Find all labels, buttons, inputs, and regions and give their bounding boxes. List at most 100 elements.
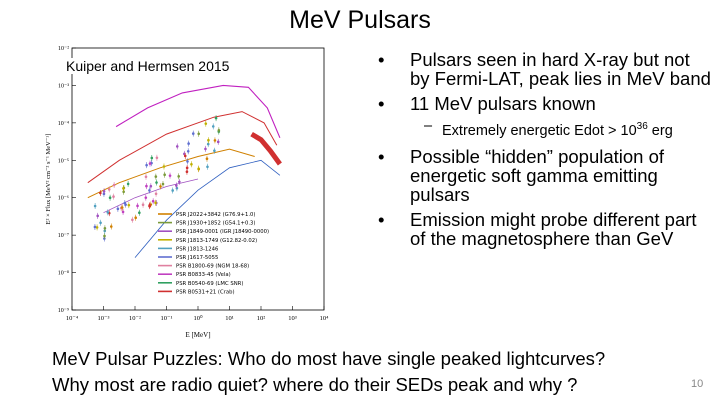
y-tick-label: 10⁻⁵ [58, 158, 69, 164]
model-curve [103, 178, 199, 214]
data-point [148, 189, 151, 192]
data-point [93, 204, 97, 208]
x-tick-label: 10⁰ [193, 314, 203, 322]
data-point [127, 203, 131, 207]
data-point [185, 170, 189, 173]
data-point [186, 149, 190, 153]
data-point [138, 211, 141, 215]
model-curve [134, 159, 281, 258]
data-point [93, 225, 97, 229]
data-point [197, 132, 201, 136]
data-point [151, 199, 155, 203]
data-point [161, 182, 165, 186]
data-point [107, 188, 111, 191]
data-point [213, 139, 217, 142]
data-point [131, 218, 134, 222]
sub-bullet-item: – Extremely energetic Edot > 1036 erg [424, 118, 673, 139]
data-point [154, 192, 158, 196]
bullet-item: • Possible “hidden” population of energet… [378, 145, 665, 205]
legend-entry: PSR B0833-45 (Vela) [176, 272, 231, 278]
y-tick-label: 10⁻⁶ [58, 196, 69, 202]
y-tick-label: 10⁻⁷ [58, 233, 69, 239]
y-tick-label: 10⁻⁹ [58, 308, 69, 314]
data-point [106, 211, 110, 214]
pulsar-sed-plot: 10⁻⁴ 10⁻³ 10⁻² 10⁻¹ 10⁰ 10¹ 10² 10³ 10⁴ 10⁻² 10⁻³ 1… [45, 46, 330, 339]
data-point [155, 156, 159, 160]
data-point [103, 234, 106, 238]
figure-credit: Kuiper and Hermsen 2015 [64, 58, 232, 74]
data-point [102, 189, 106, 193]
sub-bullet-exponent: 36 [636, 121, 648, 132]
data-point [154, 201, 157, 205]
x-tick-label: 10¹ [225, 315, 234, 322]
data-point [134, 216, 138, 220]
data-point [121, 210, 125, 214]
x-tick-label: 10³ [288, 315, 297, 322]
data-point [183, 154, 187, 158]
puzzle-line: MeV Pulsar Puzzles: Who do most have sin… [52, 348, 606, 369]
x-axis-label: E [MeV] [185, 331, 210, 339]
data-point [213, 149, 216, 152]
bullet-text: Pulsars seen in hard X-ray but not by Fe… [410, 49, 711, 89]
legend-entry: PSR J1930+1852 (G54.1+0.3) [176, 221, 255, 227]
data-point [122, 190, 125, 194]
data-point [206, 165, 209, 169]
data-point [186, 160, 189, 163]
data-point [216, 140, 220, 144]
data-point [116, 207, 120, 211]
data-point [204, 147, 207, 151]
data-point [96, 214, 99, 218]
data-point [206, 142, 210, 146]
y-axis-label: E² × Flux [MeV² cm⁻² s⁻¹ MeV⁻¹] [45, 134, 52, 225]
data-point [171, 189, 174, 192]
data-point [148, 162, 152, 165]
x-tick-label: 10⁴ [320, 315, 330, 322]
data-point [159, 185, 162, 188]
model-curve [87, 111, 278, 184]
data-point [122, 187, 125, 190]
data-point [211, 125, 215, 128]
bullet-item: • 11 MeV pulsars known [378, 93, 596, 114]
data-point [109, 225, 113, 228]
data-point [207, 138, 210, 142]
data-point [141, 203, 145, 207]
data-point [168, 174, 172, 177]
data-point [103, 226, 107, 230]
slide-title: MeV Pulsars [289, 6, 431, 34]
data-point [217, 128, 221, 132]
x-tick-label: 10⁻⁴ [66, 315, 79, 322]
data-point [95, 226, 99, 229]
data-point [190, 163, 193, 166]
data-point [205, 157, 209, 161]
data-point [144, 175, 148, 179]
data-point [99, 191, 102, 195]
bullet-item: • Pulsars seen in hard X-ray but not by F… [378, 49, 711, 89]
crab-model-curve [115, 84, 281, 139]
data-point [149, 184, 153, 188]
bullet-text: Possible “hidden” population of energeti… [410, 145, 665, 205]
legend-entry: PSR J1813-1246 [176, 246, 219, 252]
y-tick-label: 10⁻⁸ [58, 271, 69, 277]
data-point [144, 196, 148, 199]
legend-entry: PSR B1800-69 (NGM 18-68) [176, 264, 249, 270]
x-tick-label: 10⁻¹ [161, 315, 173, 322]
data-point [145, 184, 148, 188]
legend-entry: PSR B0531+21 (Crab) [176, 289, 235, 295]
bullet-list: • Pulsars seen in hard X-ray but not by F… [378, 50, 713, 254]
bullet-item: • Emission might probe different part of … [378, 208, 697, 249]
bullet-text: 11 MeV pulsars known [410, 93, 596, 114]
data-point [177, 175, 181, 178]
legend-entry: PSR B0540-69 (LMC SNR) [176, 281, 243, 287]
data-point [148, 204, 151, 208]
data-point [154, 175, 158, 178]
legend-entry: PSR J1849-0001 (IGR J18490-0000) [176, 229, 269, 235]
data-point [197, 167, 200, 170]
data-point [99, 221, 102, 225]
data-point [175, 145, 179, 148]
data-point [112, 195, 115, 198]
data-point [163, 173, 166, 176]
data-point [162, 165, 166, 168]
x-tick-label: 10² [257, 315, 266, 322]
sub-bullet-unit: erg [647, 122, 673, 139]
puzzle-questions: MeV Pulsar Puzzles: Who do most have sin… [52, 346, 605, 398]
